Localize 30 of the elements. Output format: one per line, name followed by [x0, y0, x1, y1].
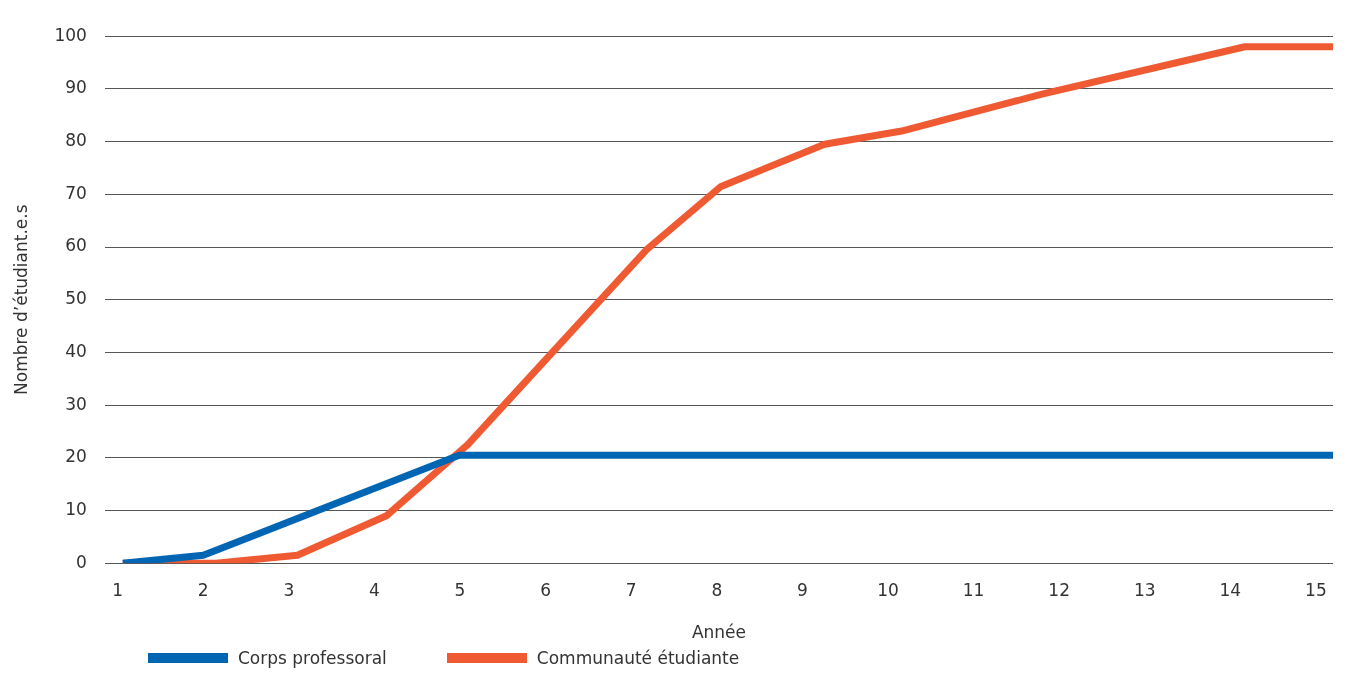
- legend-label: Communauté étudiante: [536, 648, 740, 668]
- y-tick-label: 90: [65, 77, 87, 98]
- x-tick-label: 13: [1133, 579, 1156, 600]
- x-tick-label: 8: [711, 579, 723, 600]
- y-axis-title: Nombre d’étudiant.e.s: [10, 204, 31, 395]
- y-tick-label: 70: [65, 182, 87, 203]
- y-tick-label: 80: [65, 130, 87, 151]
- y-tick-label: 30: [65, 393, 87, 414]
- x-tick-label: 11: [962, 579, 985, 600]
- x-tick-label: 4: [369, 579, 380, 600]
- y-tick-label: 40: [65, 340, 87, 361]
- y-tick-label: 20: [65, 446, 87, 467]
- y-tick-label: 0: [76, 551, 87, 572]
- x-tick-label: 3: [283, 579, 295, 600]
- x-tick-label: 10: [877, 579, 899, 600]
- x-tick-label: 5: [454, 579, 466, 600]
- y-tick-label: 10: [65, 498, 87, 519]
- x-tick-label: 9: [796, 579, 808, 600]
- y-tick-label: 60: [65, 235, 87, 256]
- x-tick-label: 1: [112, 579, 124, 600]
- x-tick-label: 2: [197, 579, 209, 600]
- x-tick-label: 15: [1305, 579, 1327, 600]
- y-tick-label: 50: [65, 288, 87, 309]
- x-tick-label: 6: [540, 579, 552, 600]
- x-tick-label: 12: [1048, 579, 1070, 600]
- x-tick-label: 7: [625, 579, 637, 600]
- x-axis-title: Année: [691, 622, 746, 643]
- y-tick-label: 100: [54, 24, 87, 45]
- x-tick-label: 14: [1219, 579, 1242, 600]
- legend-label: Corps professoral: [238, 648, 387, 668]
